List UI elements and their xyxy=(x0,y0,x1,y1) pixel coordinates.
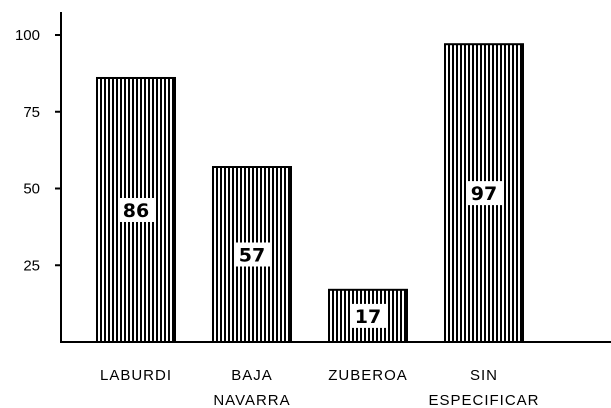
data-label-box xyxy=(350,303,386,328)
category-label: NAVARRA xyxy=(213,392,290,408)
y-tick-label: 50 xyxy=(23,181,40,198)
category-label: ZUBEROA xyxy=(328,367,408,384)
y-ticks: 25 50 75 100 xyxy=(15,27,61,274)
bar xyxy=(96,76,176,343)
data-label: 57 xyxy=(239,245,265,267)
category-label: BAJA xyxy=(231,367,273,384)
data-label: 97 xyxy=(471,183,497,205)
category-label: LABURDI xyxy=(100,367,172,384)
y-tick-label: 100 xyxy=(15,27,40,44)
data-label-box xyxy=(234,242,270,267)
bar xyxy=(328,288,408,343)
y-tick-label: 75 xyxy=(23,104,40,121)
y-tick-label: 25 xyxy=(23,257,40,274)
data-label-box xyxy=(118,197,154,222)
bars: 86 57 17 97 xyxy=(96,43,524,344)
data-label: 17 xyxy=(355,306,381,328)
data-label: 86 xyxy=(123,200,149,222)
category-label: ESPECIFICAR xyxy=(428,392,539,408)
category-label: SIN xyxy=(470,367,498,384)
x-labels: LABURDI BAJA NAVARRA ZUBEROA SIN ESPECIFICAR xyxy=(100,367,539,408)
data-label-box xyxy=(466,181,502,206)
